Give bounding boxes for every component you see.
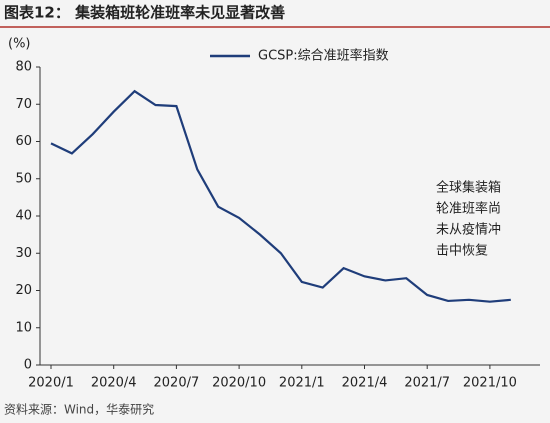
x-tick-label: 2021/10	[463, 376, 517, 391]
legend-label: GCSP:综合准班率指数	[258, 48, 389, 64]
line	[50, 89, 511, 303]
y-tick-label: 60	[15, 134, 32, 149]
annotation: 全球集装箱	[436, 180, 501, 196]
x-tick-label: 2020/1	[28, 376, 74, 391]
annotation: 轮准班率尚	[436, 201, 501, 217]
y-tick-label: 50	[15, 171, 32, 186]
annotation: 未从疫情冲	[436, 222, 501, 238]
y-tick-label: 40	[15, 209, 32, 224]
y-axis-label: (%)	[8, 37, 31, 52]
x-tick-label: 2021/4	[342, 376, 388, 391]
y-tick-label: 80	[15, 60, 32, 75]
chart-title: 图表12： 集装箱班轮准班率未见显著改善	[4, 4, 285, 22]
y-tick-label: 30	[15, 246, 32, 261]
x-tick-label: 2021/1	[279, 376, 325, 391]
x-tick-label: 2020/4	[91, 376, 137, 391]
source: 资料来源：Wind，华泰研究	[4, 402, 154, 417]
annotation: 击中恢复	[436, 244, 488, 259]
y-tick-label: 10	[15, 320, 32, 335]
x-tick-label: 2020/7	[154, 376, 200, 391]
x-tick-label: 2021/7	[404, 376, 450, 391]
x-tick-label: 2020/10	[212, 376, 266, 391]
y-tick-label: 70	[15, 97, 32, 112]
y-tick-label: 20	[15, 283, 32, 298]
y-tick-label: 0	[24, 358, 32, 373]
